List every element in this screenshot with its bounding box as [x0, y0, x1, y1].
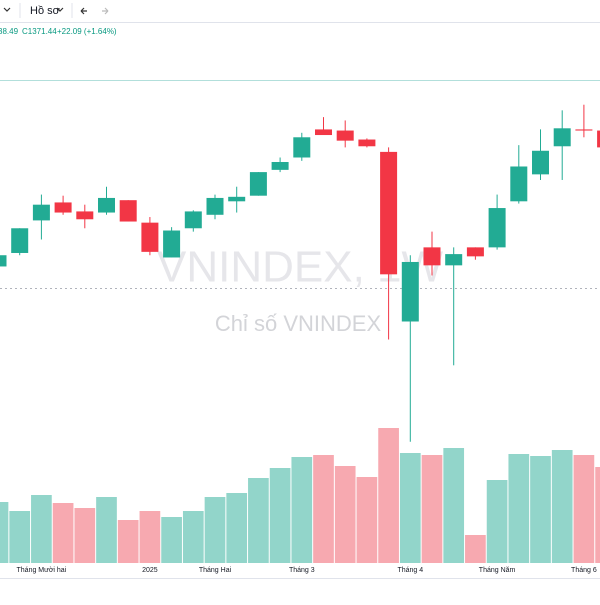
candle-body	[466, 247, 484, 257]
volume-bar	[9, 511, 31, 563]
candle-body	[11, 228, 29, 253]
volume-bar	[248, 478, 269, 563]
volume-bar	[356, 477, 378, 563]
candle-body	[54, 202, 72, 213]
candle-body	[488, 208, 506, 248]
candle-body	[293, 137, 311, 158]
menu-chevron[interactable]	[3, 7, 11, 12]
volume-bar	[486, 480, 508, 563]
volume-bar	[96, 497, 117, 563]
candle-body	[184, 211, 202, 229]
candle-body	[206, 197, 224, 215]
legend-change: +22.09 (+1.64%)	[57, 27, 117, 36]
volume-bar	[551, 450, 573, 563]
volume-bar	[421, 455, 443, 563]
volume-bar	[378, 428, 399, 563]
volume-bar	[291, 457, 313, 563]
volume-bar	[530, 456, 551, 563]
candle-body	[575, 129, 593, 131]
watermark-symbol: VNINDEX, 1W	[157, 243, 444, 292]
candle-body	[228, 196, 246, 202]
candle-body	[597, 130, 600, 148]
volume-bar	[443, 448, 465, 563]
candle-body	[336, 130, 354, 141]
profile-chevron[interactable]	[56, 7, 64, 12]
volume-bar	[31, 495, 52, 563]
undo-button[interactable]	[80, 7, 87, 15]
volume-bar	[508, 454, 530, 563]
candle-body	[423, 247, 441, 266]
candle-body	[510, 166, 528, 202]
candle-body	[0, 255, 7, 267]
volume-bar	[0, 502, 9, 563]
x-tick-label: Tháng 4	[397, 567, 423, 574]
plot	[0, 104, 600, 563]
watermark-name: Chỉ số VNINDEX	[215, 311, 382, 336]
volume-bar	[74, 508, 96, 563]
legend-close: C1371.44	[22, 27, 57, 36]
candle-body	[119, 200, 137, 222]
profile-menu[interactable]: Hồ sơ	[30, 5, 60, 17]
volume-bar	[313, 455, 334, 563]
volume-bar	[226, 493, 248, 563]
candle-body	[32, 204, 50, 221]
volume-bar	[52, 503, 74, 563]
candle-body	[76, 211, 94, 220]
candle-body	[163, 230, 181, 258]
candle-body	[249, 172, 267, 196]
x-tick-label: Tháng 3	[289, 567, 315, 574]
volume-bar	[399, 453, 421, 563]
candle-body	[532, 150, 549, 175]
redo-button[interactable]	[102, 7, 109, 15]
volume-bar	[573, 455, 595, 563]
candle-body	[98, 197, 115, 213]
candle-body	[315, 129, 332, 136]
volume-bar	[595, 467, 600, 563]
candle-body	[380, 151, 398, 275]
volume-bar	[182, 511, 204, 563]
x-tick-label: Tháng Năm	[479, 567, 516, 574]
x-tick-label: Tháng 6	[571, 567, 597, 574]
volume-bar	[334, 466, 356, 563]
candle-body	[445, 254, 463, 266]
x-tick-label: Tháng Mười hai	[17, 567, 67, 574]
candle-body	[141, 222, 159, 252]
candle-body	[358, 139, 376, 147]
volume-bar	[465, 535, 486, 563]
volume-bar	[139, 511, 161, 563]
candle-body	[271, 161, 289, 170]
candle-body	[553, 128, 571, 147]
volume-bar	[269, 468, 291, 563]
x-tick-label: 2025	[142, 567, 158, 574]
volume-bar	[161, 517, 182, 563]
volume-bar	[117, 520, 139, 563]
x-tick-label: Tháng Hai	[199, 567, 232, 574]
volume-bar	[204, 497, 226, 563]
legend-low: 38.49	[0, 27, 19, 36]
candle-body	[401, 261, 419, 322]
